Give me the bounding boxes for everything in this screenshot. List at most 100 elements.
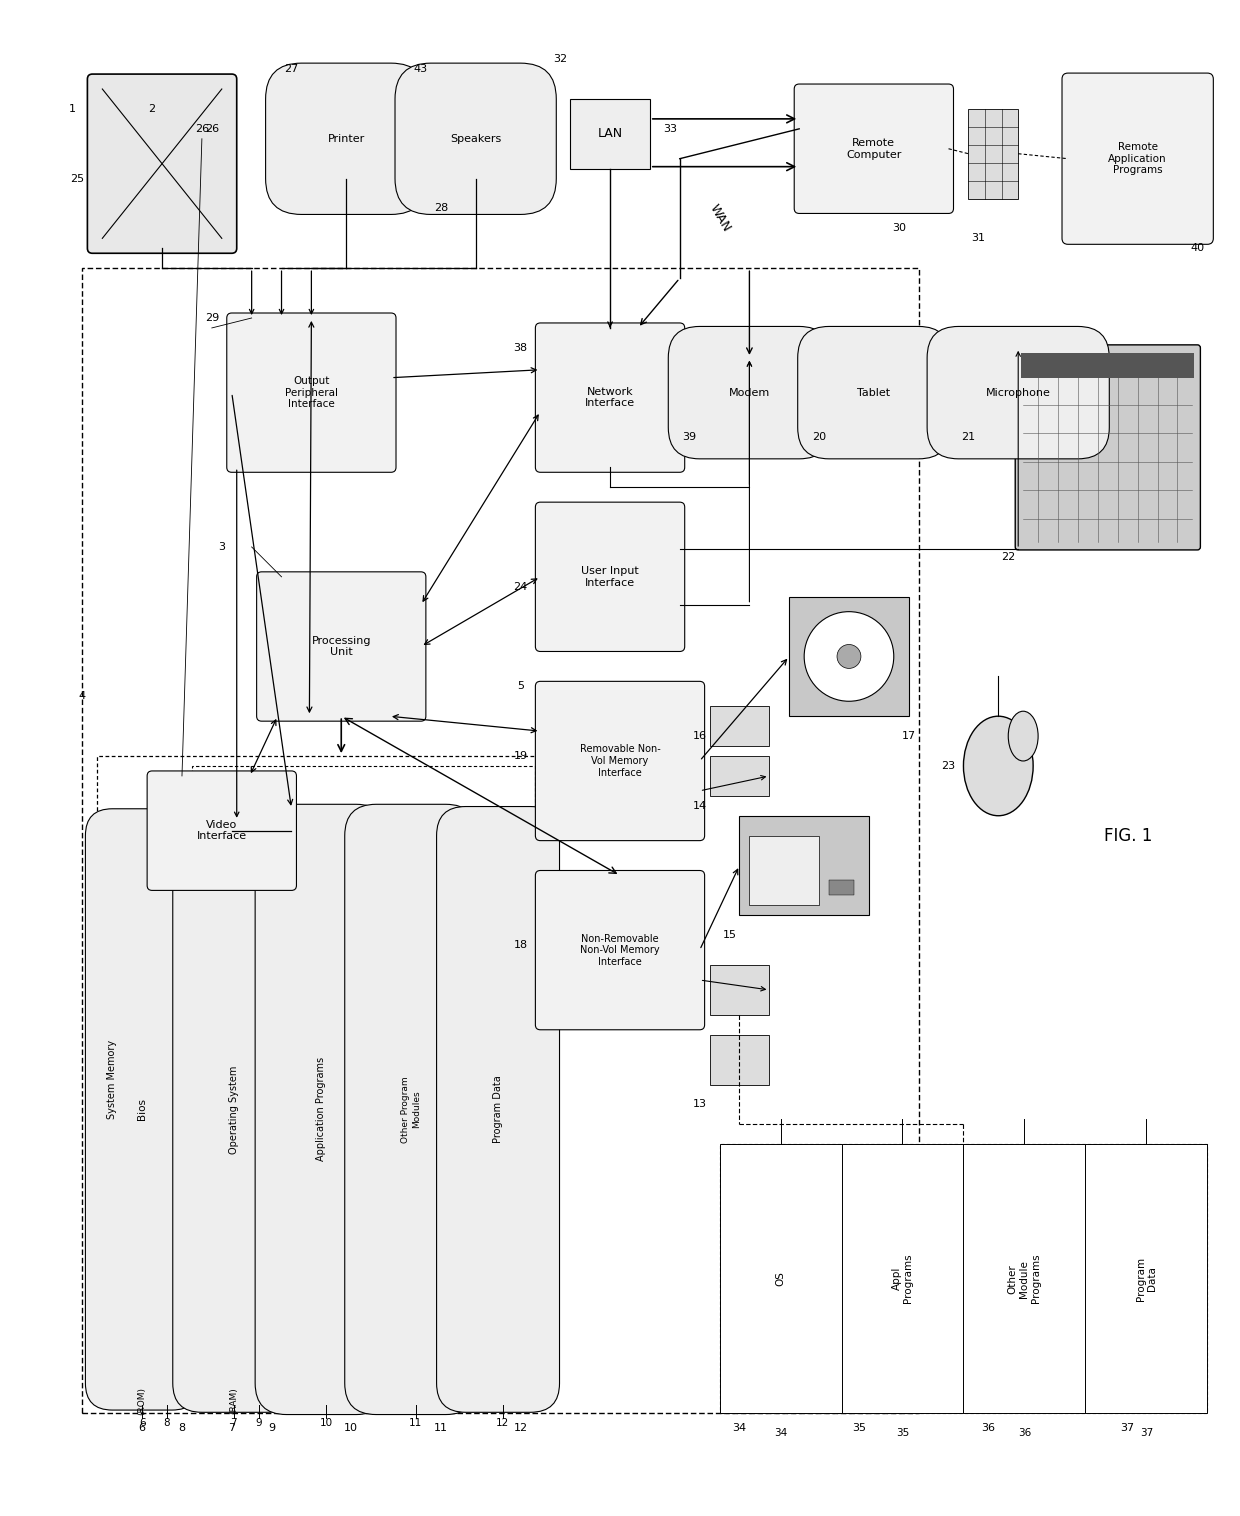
FancyBboxPatch shape bbox=[1016, 344, 1200, 550]
Text: Removable Non-
Vol Memory
Interface: Removable Non- Vol Memory Interface bbox=[579, 744, 661, 778]
Text: 5: 5 bbox=[517, 681, 525, 691]
FancyBboxPatch shape bbox=[87, 74, 237, 253]
FancyBboxPatch shape bbox=[536, 323, 684, 473]
Text: 9: 9 bbox=[268, 1424, 275, 1433]
Text: Processing
Unit: Processing Unit bbox=[311, 635, 371, 658]
Text: 37: 37 bbox=[1121, 1424, 1135, 1433]
Bar bbox=[1022, 353, 1194, 377]
Text: Tablet: Tablet bbox=[857, 388, 890, 397]
Text: System Memory: System Memory bbox=[108, 1040, 118, 1119]
FancyBboxPatch shape bbox=[255, 805, 388, 1414]
Text: 19: 19 bbox=[513, 750, 527, 761]
FancyBboxPatch shape bbox=[257, 572, 425, 722]
Text: 35: 35 bbox=[895, 1428, 909, 1439]
Bar bbox=[82, 268, 919, 1413]
FancyBboxPatch shape bbox=[148, 772, 296, 890]
Text: 39: 39 bbox=[683, 432, 697, 443]
Text: 22: 22 bbox=[1001, 552, 1016, 562]
Text: 12: 12 bbox=[496, 1417, 510, 1428]
Ellipse shape bbox=[963, 716, 1033, 816]
Text: Program Data: Program Data bbox=[494, 1075, 503, 1143]
Text: FIG. 1: FIG. 1 bbox=[1104, 826, 1152, 844]
Bar bbox=[719, 1145, 1208, 1413]
Text: Application Programs: Application Programs bbox=[316, 1057, 326, 1161]
FancyBboxPatch shape bbox=[345, 805, 477, 1414]
FancyBboxPatch shape bbox=[797, 326, 950, 459]
Text: 32: 32 bbox=[553, 55, 568, 64]
Text: Printer: Printer bbox=[327, 133, 365, 144]
Bar bbox=[789, 597, 909, 716]
Bar bbox=[1085, 1145, 1208, 1413]
FancyBboxPatch shape bbox=[265, 64, 427, 214]
Text: 36: 36 bbox=[981, 1424, 996, 1433]
FancyBboxPatch shape bbox=[172, 807, 295, 1413]
Text: 36: 36 bbox=[1018, 1428, 1030, 1439]
Text: Other Program
Modules: Other Program Modules bbox=[402, 1076, 420, 1143]
Text: 10: 10 bbox=[345, 1424, 358, 1433]
Bar bbox=[98, 756, 546, 1404]
Text: 20: 20 bbox=[812, 432, 826, 443]
Text: 28: 28 bbox=[434, 203, 448, 214]
Text: 6: 6 bbox=[139, 1417, 145, 1428]
Text: 27: 27 bbox=[284, 64, 299, 74]
Text: 18: 18 bbox=[513, 940, 527, 951]
Text: 12: 12 bbox=[513, 1424, 527, 1433]
Text: 15: 15 bbox=[723, 931, 737, 940]
Text: 17: 17 bbox=[901, 731, 916, 741]
Text: 10: 10 bbox=[320, 1417, 332, 1428]
Text: 26: 26 bbox=[205, 124, 219, 133]
Text: 7: 7 bbox=[231, 1417, 237, 1428]
Text: 8: 8 bbox=[179, 1424, 186, 1433]
Text: 13: 13 bbox=[693, 1099, 707, 1110]
Text: Video
Interface: Video Interface bbox=[197, 820, 247, 841]
Text: 33: 33 bbox=[662, 124, 677, 133]
Text: 11: 11 bbox=[434, 1424, 448, 1433]
Circle shape bbox=[837, 644, 861, 669]
Text: 24: 24 bbox=[513, 582, 527, 591]
Bar bbox=[570, 99, 650, 168]
Text: Output
Peripheral
Interface: Output Peripheral Interface bbox=[285, 376, 337, 409]
Text: User Input
Interface: User Input Interface bbox=[582, 565, 639, 588]
Text: OS: OS bbox=[775, 1272, 785, 1286]
Text: 7: 7 bbox=[228, 1424, 236, 1433]
FancyBboxPatch shape bbox=[1061, 73, 1213, 244]
Text: 25: 25 bbox=[71, 174, 84, 183]
Text: 37: 37 bbox=[1140, 1428, 1153, 1439]
Circle shape bbox=[805, 611, 894, 702]
Bar bbox=[719, 1145, 842, 1413]
Bar bbox=[192, 766, 536, 1398]
FancyBboxPatch shape bbox=[86, 808, 198, 1410]
Text: 30: 30 bbox=[892, 223, 905, 233]
Text: 2: 2 bbox=[149, 105, 156, 114]
Text: Appl
Programs: Appl Programs bbox=[892, 1254, 914, 1304]
Text: Other
Module
Programs: Other Module Programs bbox=[1008, 1254, 1042, 1304]
Bar bbox=[709, 966, 769, 1014]
Bar bbox=[968, 109, 1018, 199]
Text: 34: 34 bbox=[774, 1428, 787, 1439]
Text: (RAM): (RAM) bbox=[229, 1387, 238, 1414]
Text: LAN: LAN bbox=[598, 127, 622, 141]
Text: WAN: WAN bbox=[707, 202, 733, 235]
Bar bbox=[709, 706, 769, 746]
Text: 26: 26 bbox=[195, 124, 210, 133]
Text: 31: 31 bbox=[971, 233, 986, 244]
Text: 34: 34 bbox=[733, 1424, 746, 1433]
FancyBboxPatch shape bbox=[536, 870, 704, 1029]
Bar bbox=[709, 756, 769, 796]
Bar bbox=[709, 1035, 769, 1084]
FancyBboxPatch shape bbox=[668, 326, 831, 459]
Text: Non-Removable
Non-Vol Memory
Interface: Non-Removable Non-Vol Memory Interface bbox=[580, 934, 660, 967]
Text: Bios: Bios bbox=[138, 1099, 148, 1120]
Bar bbox=[830, 881, 854, 896]
Bar bbox=[739, 816, 869, 916]
Text: 3: 3 bbox=[218, 541, 226, 552]
Text: Network
Interface: Network Interface bbox=[585, 387, 635, 408]
Text: Speakers: Speakers bbox=[450, 133, 501, 144]
Text: 4: 4 bbox=[79, 691, 86, 702]
FancyBboxPatch shape bbox=[928, 326, 1110, 459]
Text: 14: 14 bbox=[693, 800, 707, 811]
Ellipse shape bbox=[1008, 711, 1038, 761]
Text: 6: 6 bbox=[139, 1424, 145, 1433]
FancyBboxPatch shape bbox=[536, 681, 704, 841]
Text: 16: 16 bbox=[693, 731, 707, 741]
